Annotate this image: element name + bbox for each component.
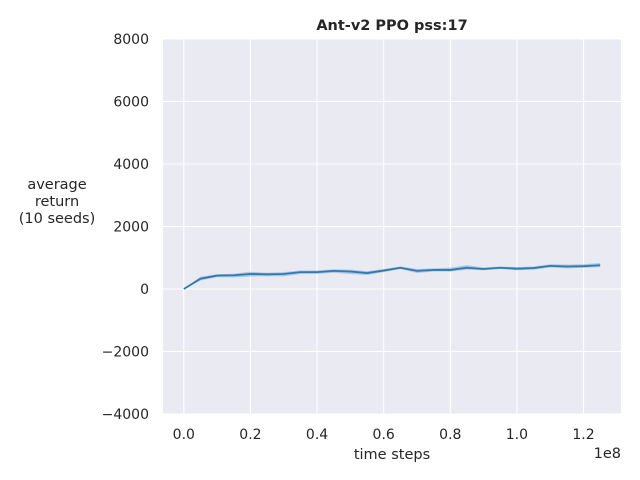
y-axis-label-line-2: return [35,194,79,210]
x-axis-label: time steps [354,447,430,463]
series-line-layer [183,264,601,290]
series-line [183,264,601,290]
y-tick-label: 8000 [113,32,149,48]
y-tick-label: 6000 [113,95,149,111]
x-tick-label: 0.8 [439,427,461,443]
y-tick-label: −4000 [102,407,149,423]
y-axis-label-line-3: (10 seeds) [19,211,96,227]
x-tick-label: 0.6 [373,427,395,443]
y-tick-label: 0 [140,282,149,298]
x-tick-labels: 0.0 0.2 0.4 0.6 0.8 1.0 1.2 [173,427,595,443]
x-tick-label: 1.2 [572,427,594,443]
x-tick-label: 0.4 [306,427,328,443]
y-tick-label: 2000 [113,220,149,236]
y-tick-label: −2000 [102,345,149,361]
x-tick-label: 0.0 [173,427,195,443]
chart-title: Ant-v2 PPO pss:17 [316,18,467,34]
x-tick-label: 1.0 [506,427,528,443]
grid [163,38,621,415]
x-tick-label: 0.2 [239,427,261,443]
y-tick-labels: −4000 −2000 0 2000 4000 6000 8000 [102,32,149,423]
x-axis-offset-text: 1e8 [594,446,621,462]
y-axis-label-line-1: average [27,177,86,193]
y-tick-label: 4000 [113,157,149,173]
